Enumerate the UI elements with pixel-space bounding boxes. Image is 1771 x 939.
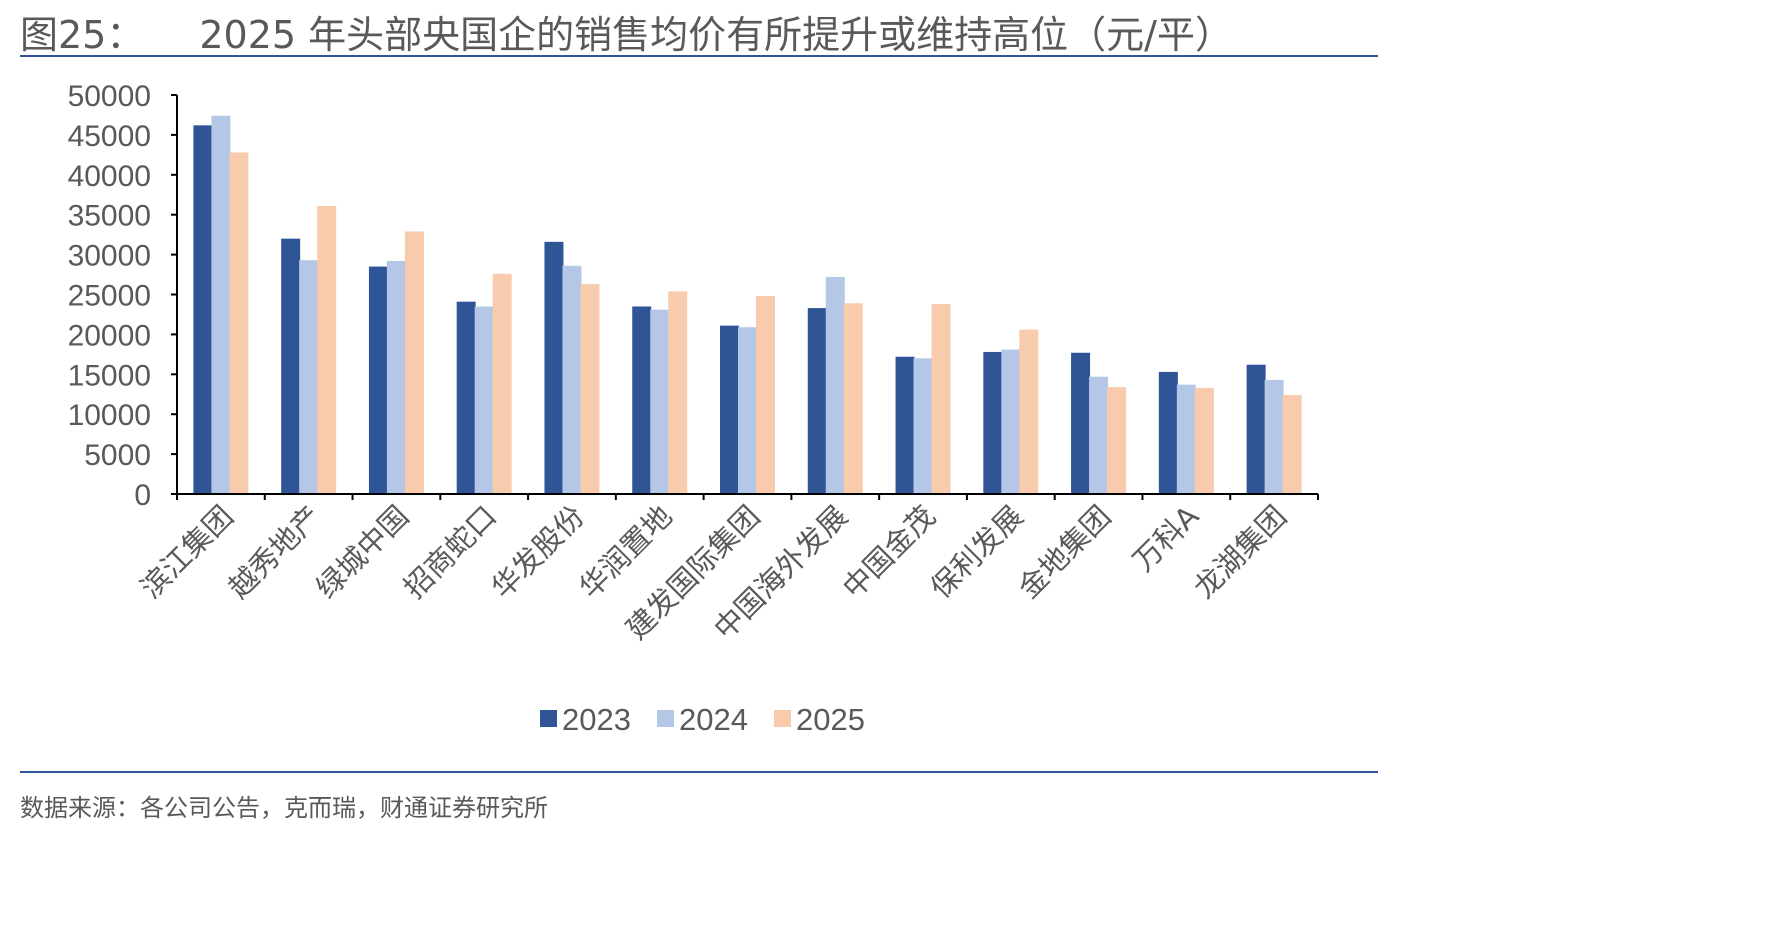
- legend-swatch-2023: [540, 710, 557, 727]
- bars-layer: [193, 115, 1302, 495]
- y-tick-label: 10000: [68, 399, 151, 432]
- bar-2023-金地集团: [1071, 352, 1091, 494]
- title-divider: [20, 55, 1378, 57]
- legend-swatch-2024: [657, 710, 674, 727]
- bar-2023-中国金茂: [895, 356, 915, 494]
- x-tick-label: 金地集团: [1011, 499, 1117, 605]
- bar-2024-万科A: [1176, 384, 1196, 494]
- bar-2025-华发股份: [580, 284, 600, 494]
- footer-divider: [20, 771, 1378, 773]
- bar-2025-绿城中国: [404, 231, 424, 494]
- y-tick-label: 30000: [68, 240, 151, 273]
- figure-number: 图25：: [20, 13, 145, 57]
- y-tick-label: 5000: [84, 439, 151, 472]
- bar-2023-招商蛇口: [456, 301, 476, 494]
- legend-swatch-2025: [774, 710, 791, 727]
- y-tick-label: 50000: [68, 80, 151, 113]
- x-tick-label: 龙湖集团: [1187, 499, 1293, 605]
- bar-2024-滨江集团: [211, 115, 231, 495]
- bar-2025-保利发展: [1019, 329, 1039, 494]
- bar-2025-华润置地: [668, 291, 688, 494]
- bar-2025-建发国际集团: [756, 296, 775, 494]
- figure-title: 图25： 2025 年头部央国企的销售均价有所提升或维持高位（元/平）: [20, 4, 1233, 59]
- bar-2024-华发股份: [562, 265, 582, 494]
- y-tick-label: 35000: [68, 200, 151, 233]
- x-tick-label: 保利发展: [924, 499, 1030, 605]
- bar-2025-万科A: [1194, 387, 1214, 494]
- x-axis-ticks: 滨江集团越秀地产绿城中国招商蛇口华发股份华润置地建发国际集团中国海外发展中国金茂…: [134, 494, 1319, 646]
- bar-2024-保利发展: [1001, 349, 1021, 494]
- bar-2023-保利发展: [983, 351, 1003, 494]
- bar-2024-招商蛇口: [474, 306, 494, 494]
- bar-2024-越秀地产: [299, 260, 319, 494]
- y-axis-ticks: 0 5000 10000 15000 20000 25000 30000 35000 40000…: [68, 80, 177, 512]
- legend-label-2024: 2024: [679, 702, 748, 737]
- bar-2023-建发国际集团: [720, 325, 739, 494]
- bar-2025-中国海外发展: [843, 303, 863, 494]
- chart-title: 2025 年头部央国企的销售均价有所提升或维持高位（元/平）: [199, 13, 1233, 57]
- y-tick-label: 20000: [68, 319, 151, 352]
- bar-2025-中国金茂: [931, 304, 951, 494]
- y-tick-label: 25000: [68, 280, 151, 313]
- bar-2024-中国金茂: [913, 358, 933, 494]
- legend-label-2023: 2023: [562, 702, 631, 737]
- x-tick-label: 万科A: [1126, 499, 1205, 578]
- x-tick-label: 滨江集团: [134, 499, 240, 605]
- bar-2025-滨江集团: [229, 152, 249, 494]
- bar-2023-滨江集团: [193, 125, 213, 494]
- x-tick-label: 华发股份: [485, 499, 591, 605]
- y-tick-label: 45000: [68, 120, 151, 153]
- bar-2023-绿城中国: [368, 266, 388, 494]
- legend-label-2025: 2025: [796, 702, 865, 737]
- bar-2024-建发国际集团: [738, 327, 757, 494]
- bar-2023-龙湖集团: [1246, 364, 1266, 494]
- bar-2023-中国海外发展: [807, 308, 827, 494]
- legend: 2023 2024 2025: [540, 702, 865, 737]
- bar-2025-龙湖集团: [1282, 395, 1302, 494]
- x-tick-label: 绿城中国: [309, 499, 415, 605]
- bar-2023-华发股份: [544, 241, 564, 494]
- bar-2023-越秀地产: [281, 238, 301, 494]
- bar-2023-万科A: [1158, 371, 1178, 494]
- x-tick-label: 越秀地产: [222, 499, 328, 605]
- bar-2025-金地集团: [1107, 387, 1127, 494]
- y-tick-label: 0: [134, 479, 151, 512]
- y-tick-label: 40000: [68, 160, 151, 193]
- bar-2024-绿城中国: [386, 260, 406, 494]
- bar-2024-中国海外发展: [825, 276, 845, 494]
- bar-2023-华润置地: [632, 306, 652, 494]
- bar-2024-龙湖集团: [1264, 379, 1284, 494]
- x-tick-label: 招商蛇口: [397, 499, 503, 605]
- bar-2024-华润置地: [650, 309, 670, 494]
- x-tick-label: 中国金茂: [836, 499, 942, 605]
- bar-2024-金地集团: [1089, 376, 1109, 494]
- bar-2025-招商蛇口: [492, 273, 512, 494]
- data-source-note: 数据来源：各公司公告，克而瑞，财通证券研究所: [20, 794, 548, 822]
- bar-2025-越秀地产: [317, 205, 337, 494]
- y-tick-label: 15000: [68, 359, 151, 392]
